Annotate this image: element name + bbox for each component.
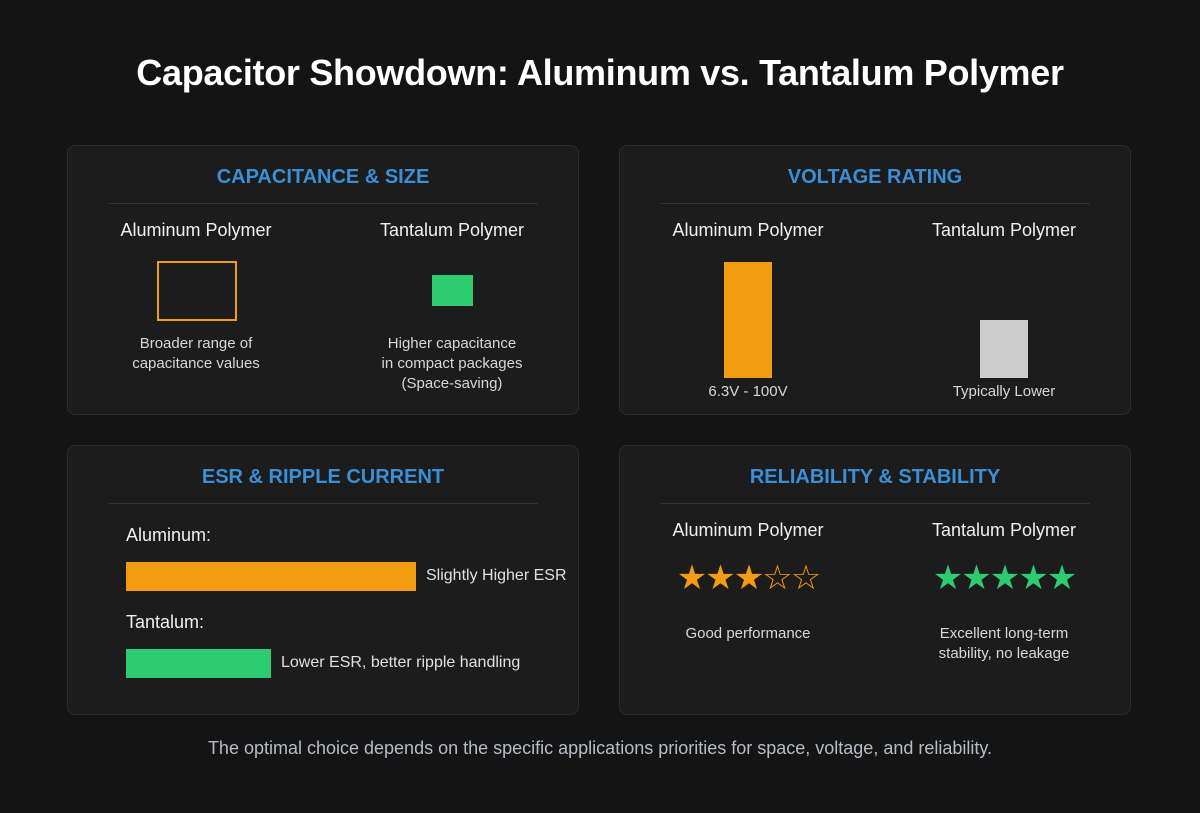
desc-line: (Space-saving) [401, 375, 503, 392]
tantalum-reliability-desc: Excellent long-term stability, no leakag… [894, 624, 1114, 664]
desc-line: stability, no leakage [938, 645, 1070, 662]
desc-line: Good performance [685, 625, 811, 642]
desc-line: Excellent long-term [939, 625, 1069, 642]
desc-line: in compact packages [381, 355, 523, 372]
tantalum-esr-label: Tantalum: [126, 612, 205, 632]
tantalum-label: Tantalum Polymer [931, 520, 1077, 540]
tantalum-label: Tantalum Polymer [379, 220, 525, 240]
star-filled-icon: ★★★ [676, 559, 764, 597]
divider [660, 203, 1090, 204]
desc-line: capacitance values [132, 355, 260, 372]
card-voltage-rating: VOLTAGE RATING Aluminum Polymer Tantalum… [619, 145, 1131, 415]
aluminum-voltage-bar [724, 262, 772, 378]
card-title: CAPACITANCE & SIZE [216, 166, 430, 188]
desc-line: Broader range of [139, 335, 253, 352]
card-title: VOLTAGE RATING [787, 166, 963, 188]
aluminum-size-box [157, 261, 237, 321]
tantalum-label: Tantalum Polymer [931, 220, 1077, 240]
aluminum-label: Aluminum Polymer [120, 220, 272, 240]
tantalum-desc: Higher capacitance in compact packages (… [342, 334, 562, 394]
divider [108, 503, 538, 504]
tantalum-voltage-value: Typically Lower [952, 383, 1056, 400]
tantalum-voltage-bar [980, 320, 1028, 378]
card-capacitance-size: CAPACITANCE & SIZE Aluminum Polymer Tant… [67, 145, 579, 415]
aluminum-esr-bar [126, 562, 416, 591]
star-empty-icon: ☆☆ [762, 559, 821, 597]
tantalum-esr-note: Lower ESR, better ripple handling [281, 654, 521, 671]
aluminum-reliability-desc: Good performance [638, 624, 858, 644]
desc-line: Higher capacitance [387, 335, 517, 352]
footer-note: The optimal choice depends on the specif… [207, 738, 993, 758]
tantalum-esr-bar [126, 649, 271, 678]
aluminum-label: Aluminum Polymer [672, 520, 824, 540]
card-title: RELIABILITY & STABILITY [749, 466, 1001, 488]
aluminum-label: Aluminum Polymer [672, 220, 824, 240]
tantalum-size-box [432, 275, 473, 306]
card-title: ESR & RIPPLE CURRENT [201, 466, 445, 488]
divider [108, 203, 538, 204]
page-title: Capacitor Showdown: Aluminum vs. Tantalu… [136, 52, 1064, 93]
card-reliability-stability: RELIABILITY & STABILITY Aluminum Polymer… [619, 445, 1131, 715]
aluminum-star-rating: ★★★☆☆ [638, 558, 858, 598]
divider [660, 503, 1090, 504]
tantalum-star-rating: ★★★★★ [894, 558, 1114, 598]
aluminum-voltage-value: 6.3V - 100V [708, 383, 788, 400]
aluminum-esr-label: Aluminum: [126, 525, 212, 545]
card-esr-ripple: ESR & RIPPLE CURRENT Aluminum: Slightly … [67, 445, 579, 715]
aluminum-desc: Broader range of capacitance values [86, 334, 306, 374]
star-filled-icon: ★★★★★ [932, 559, 1077, 597]
aluminum-esr-note: Slightly Higher ESR [426, 567, 567, 584]
